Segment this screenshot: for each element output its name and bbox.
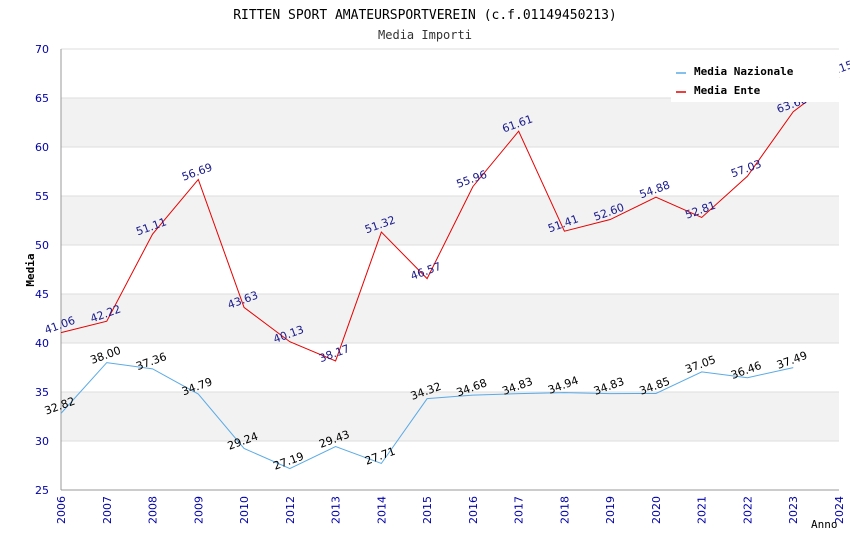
grid-band: [61, 98, 839, 147]
y-tick-label: 25: [35, 484, 49, 497]
grid-band: [61, 392, 839, 441]
x-tick-label: 2020: [650, 496, 663, 524]
y-tick-label: 45: [35, 288, 49, 301]
y-tick-label: 65: [35, 92, 49, 105]
x-tick-label: 2017: [513, 496, 526, 524]
y-tick-label: 35: [35, 386, 49, 399]
x-tick-label: 2013: [330, 496, 343, 524]
data-label: 38.17: [317, 342, 351, 365]
chart-subtitle: Media Importi: [378, 28, 472, 42]
series-line-media-ente: [60, 76, 840, 362]
legend-box: [671, 58, 839, 102]
data-label: 55.96: [455, 168, 489, 191]
y-tick-labels: 25 30 35 40 45 50 55 60 65 70: [35, 43, 49, 497]
x-tick-label: 2014: [375, 496, 388, 524]
x-tick-label: 2012: [284, 496, 297, 524]
x-tick-label: 2022: [741, 496, 754, 524]
x-tick-label: 2007: [101, 496, 114, 524]
x-tick-label: 2023: [787, 496, 800, 524]
legend-label-media-ente: Media Ente: [694, 84, 761, 97]
x-tick-label: 2009: [192, 496, 205, 524]
data-label: 37.36: [134, 350, 168, 373]
y-axis-label: Media: [24, 253, 37, 286]
x-tick-label: 2021: [696, 496, 709, 524]
x-tick-label: 2019: [604, 496, 617, 524]
x-axis-label: Anno: [811, 518, 838, 531]
y-tick-label: 55: [35, 190, 49, 203]
chart-title: RITTEN SPORT AMATEURSPORTVEREIN (c.f.011…: [233, 8, 617, 23]
legend-label-media-nazionale: Media Nazionale: [694, 65, 794, 78]
x-tick-label: 2006: [55, 496, 68, 524]
grid-lines: [61, 48, 839, 491]
x-tick-label: 2024: [833, 496, 846, 524]
x-tick-labels: 2006 2007 2008 2009 2010 2012 2013 2014 2015 2016…: [55, 496, 846, 524]
data-label: 36.46: [729, 359, 763, 382]
data-label: 27.19: [272, 450, 306, 473]
grid-band: [61, 196, 839, 245]
data-label: 27.71: [363, 445, 397, 468]
x-tick-label: 2016: [467, 496, 480, 524]
y-tick-label: 60: [35, 141, 49, 154]
x-tick-label: 2015: [421, 496, 434, 524]
x-tick-label: 2008: [147, 496, 160, 524]
legend: Media Nazionale Media Ente: [671, 58, 839, 102]
x-tick-label: 2010: [238, 496, 251, 524]
y-tick-label: 40: [35, 337, 49, 350]
y-tick-label: 50: [35, 239, 49, 252]
grid-bands: [61, 98, 839, 441]
grid-band: [61, 294, 839, 343]
series-line-media-nazionale: [60, 362, 794, 470]
data-label: 46.57: [409, 260, 443, 283]
x-tick-label: 2018: [558, 496, 571, 524]
y-tick-label: 30: [35, 435, 49, 448]
series-lines: [60, 76, 840, 470]
y-tick-label: 70: [35, 43, 49, 56]
